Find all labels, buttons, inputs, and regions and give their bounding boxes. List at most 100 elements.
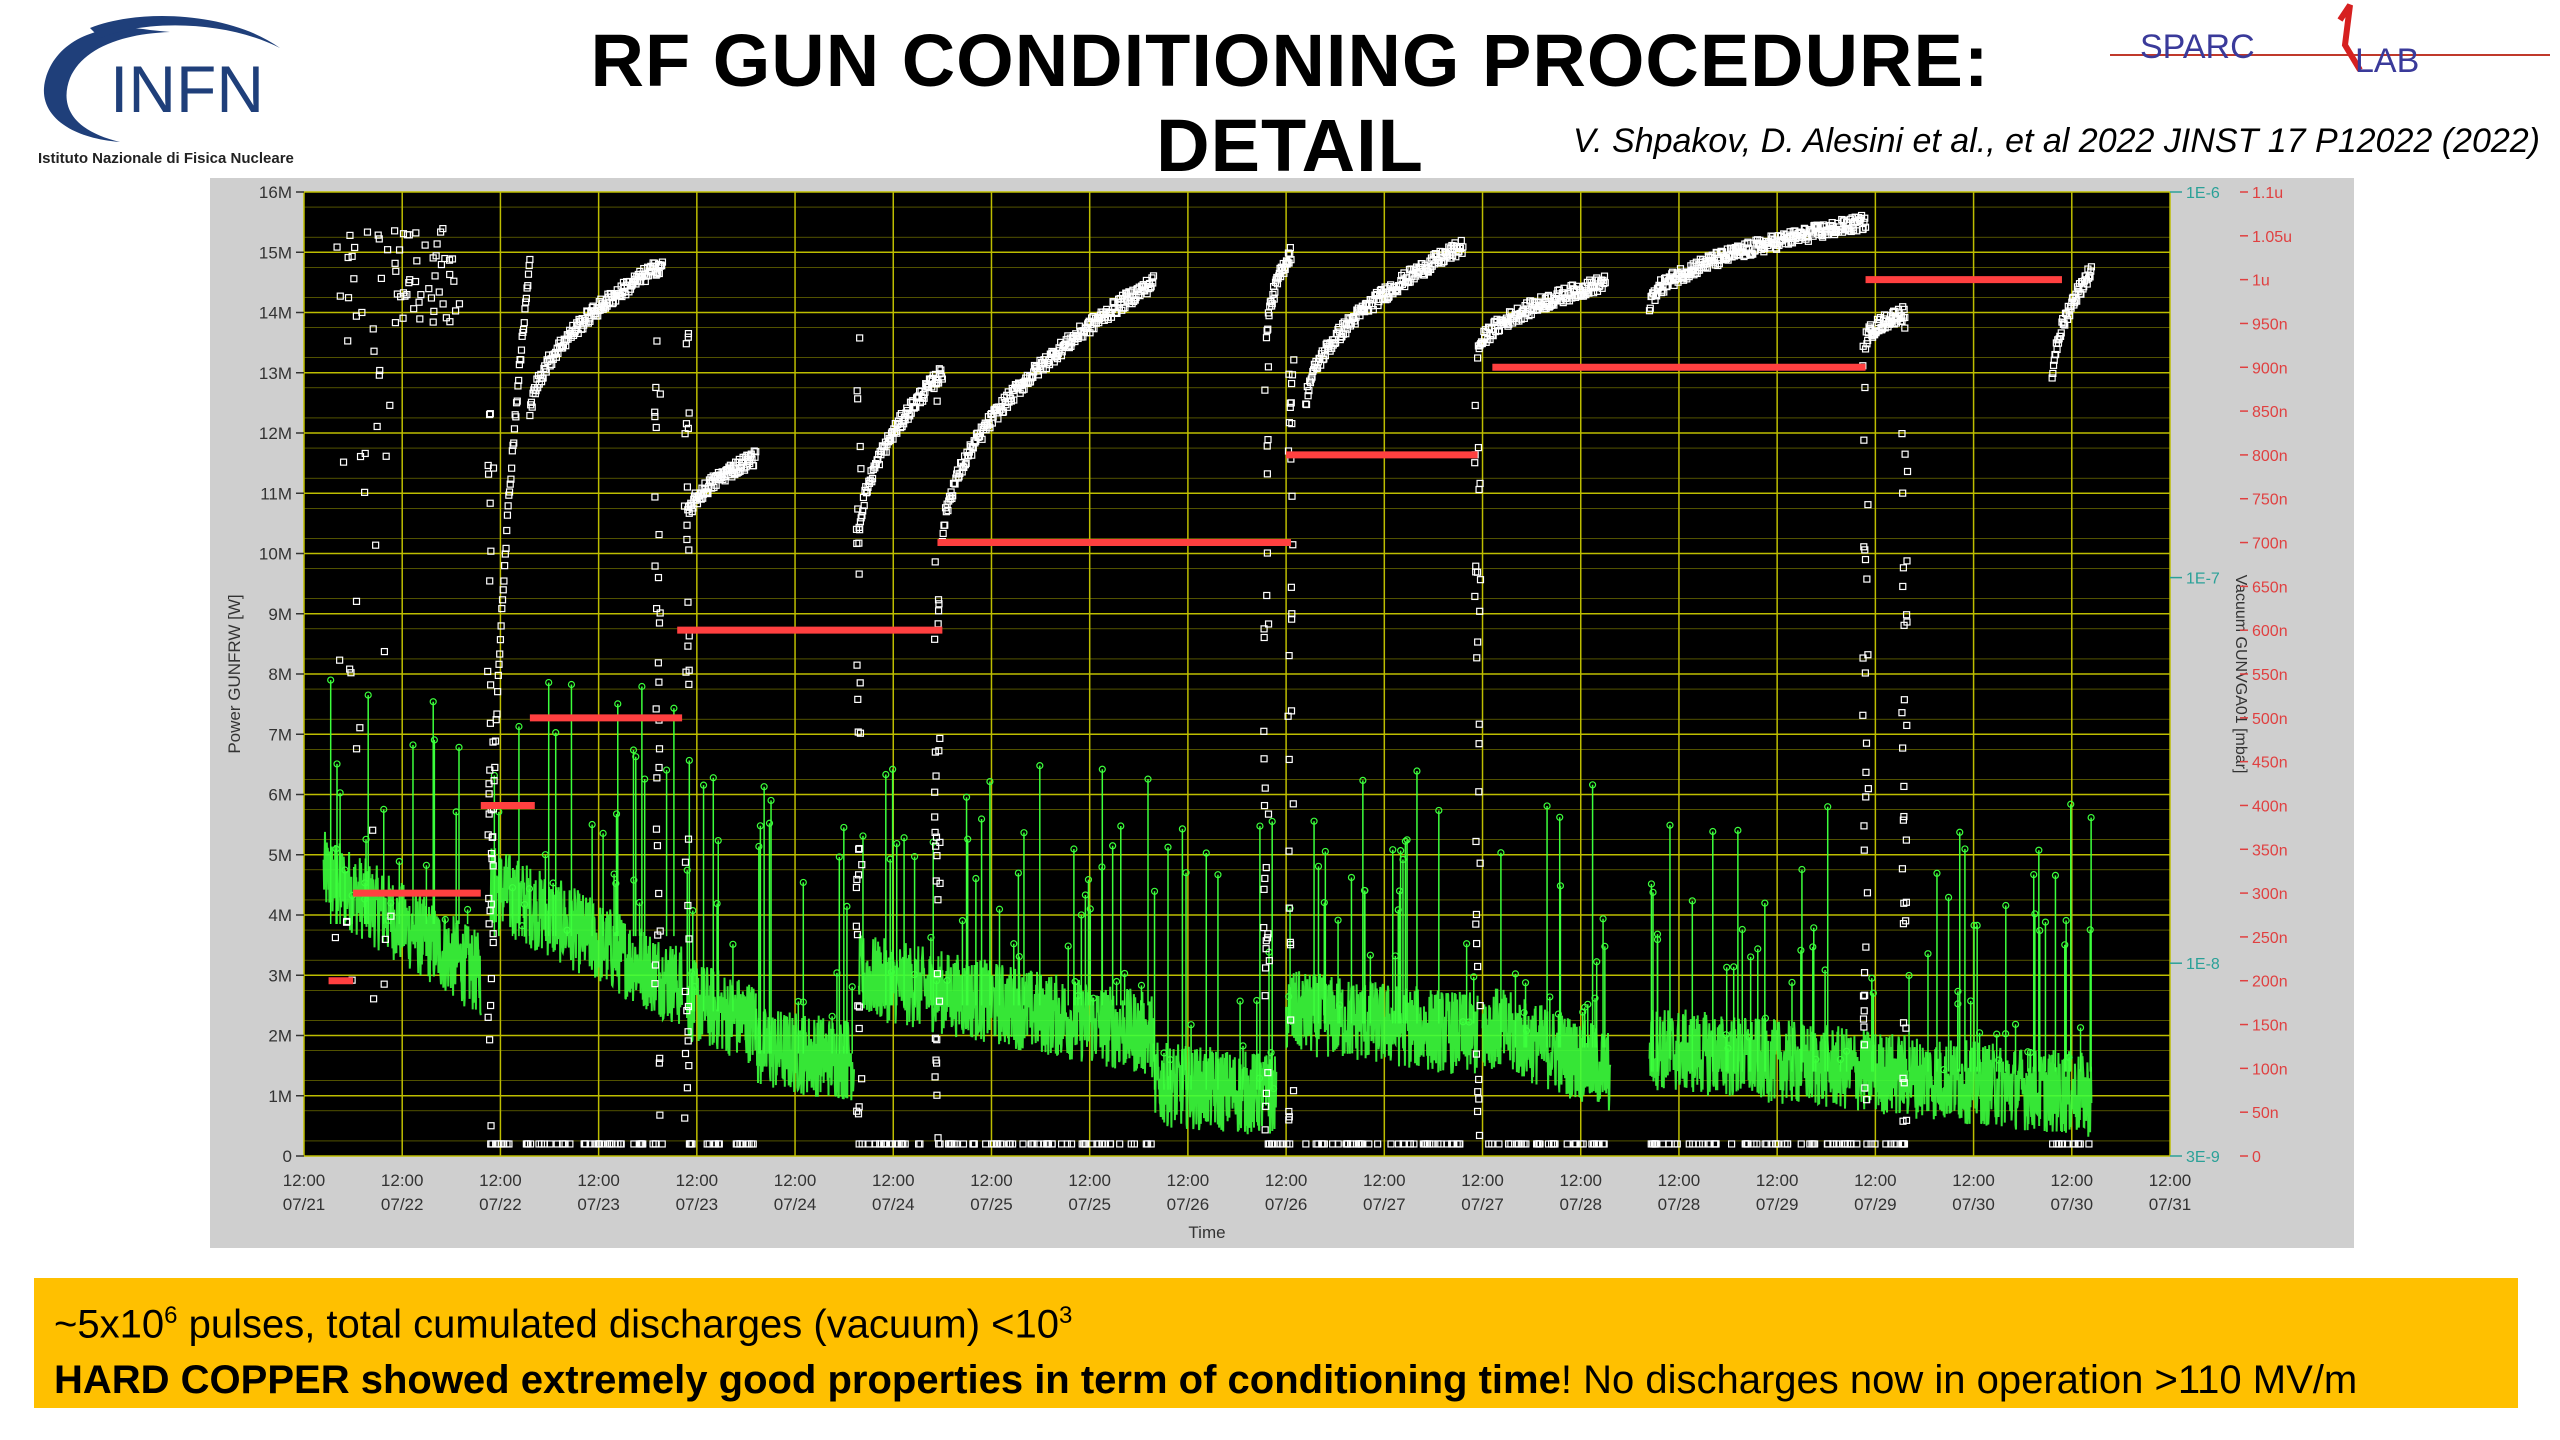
power-point	[749, 462, 758, 470]
x-tick-label-date: 07/25	[970, 1195, 1013, 1214]
power-point	[1122, 290, 1131, 298]
power-point	[496, 650, 504, 658]
power-point	[1864, 651, 1872, 659]
vacuum-spike-point	[1738, 925, 1746, 934]
power-point	[1264, 1069, 1272, 1077]
power-point	[1428, 262, 1436, 270]
power-point	[654, 659, 662, 667]
vacuum-spike-point	[2035, 846, 2043, 854]
power-point	[485, 920, 493, 928]
vacuum-spike-point	[828, 1012, 836, 1020]
power-point	[1268, 300, 1276, 308]
power-point	[686, 1140, 694, 1148]
power-point	[1271, 288, 1279, 296]
power-point	[702, 488, 711, 496]
vacuum-spike-point	[1905, 971, 1913, 980]
power-point	[1860, 969, 1869, 977]
power-point	[515, 361, 523, 369]
power-point	[437, 260, 446, 269]
vacuum-spike-point	[1366, 951, 1374, 959]
vacuum-spike-point	[1166, 1056, 1174, 1064]
power-point	[876, 1140, 884, 1148]
y-left-tick-label: 5M	[268, 846, 292, 865]
power-point	[1264, 930, 1272, 938]
vacuum-spike-point	[327, 676, 335, 684]
power-point	[1863, 1140, 1871, 1148]
y-left-tick-label: 4M	[268, 906, 292, 925]
power-point	[684, 330, 693, 338]
power-point	[1121, 304, 1129, 312]
power-point	[1288, 492, 1296, 500]
power-point	[882, 448, 890, 456]
banner-line1-sup1: 6	[164, 1302, 178, 1329]
power-point	[415, 298, 423, 306]
y-pulse-tick-label: 800n	[2252, 448, 2288, 465]
x-tick-label-date: 07/23	[676, 1195, 719, 1214]
vacuum-spike-point	[464, 905, 472, 914]
vacuum-spike-point	[333, 760, 341, 768]
power-point	[1262, 334, 1271, 342]
power-point	[1287, 583, 1295, 591]
vacuum-spike-point	[1137, 981, 1146, 989]
power-point	[934, 1134, 942, 1142]
power-point	[932, 842, 940, 850]
power-point	[1456, 244, 1465, 252]
power-point	[503, 526, 511, 535]
power-point	[391, 319, 400, 327]
power-point	[347, 669, 355, 677]
y-left-tick-label: 8M	[268, 665, 292, 684]
power-point	[1899, 1074, 1907, 1082]
power-point	[1900, 1079, 1908, 1087]
x-tick-label-date: 07/29	[1756, 1195, 1799, 1214]
power-point	[1148, 274, 1156, 282]
power-point	[1261, 964, 1270, 972]
power-point	[559, 1140, 567, 1148]
vacuum-spike-point	[635, 898, 644, 907]
power-point	[1600, 279, 1608, 288]
power-point	[854, 395, 862, 403]
power-point	[1030, 1140, 1038, 1148]
power-point	[1287, 707, 1296, 715]
vacuum-spike-point	[1797, 946, 1805, 954]
vacuum-spike-point	[683, 866, 691, 874]
power-point	[1063, 1140, 1071, 1148]
power-point	[1903, 721, 1911, 730]
vacuum-spike-point	[1336, 1001, 1344, 1009]
power-point	[517, 356, 525, 364]
power-point	[1474, 638, 1482, 646]
y-left-tick-label: 13M	[259, 364, 292, 383]
power-point	[1563, 1140, 1571, 1148]
power-point	[1086, 329, 1094, 337]
power-point	[651, 1140, 660, 1148]
power-point	[854, 505, 862, 513]
infn-logo: INFN Istituto Nazionale di Fisica Nuclea…	[38, 16, 294, 167]
x-tick-label-date: 07/30	[2051, 1195, 2094, 1214]
vacuum-spike-point	[713, 899, 721, 908]
vacuum-spike-point	[1954, 1000, 1962, 1008]
power-point	[1862, 943, 1870, 951]
power-point	[1287, 1016, 1295, 1024]
power-point	[352, 312, 360, 320]
vacuum-spike-point	[1109, 842, 1117, 850]
power-point	[508, 464, 516, 472]
power-point	[499, 586, 507, 594]
power-point	[929, 371, 937, 379]
power-point	[503, 511, 512, 519]
y-left-tick-label: 10M	[259, 545, 292, 564]
power-point	[684, 901, 692, 910]
power-point	[493, 710, 501, 718]
vacuum-spike-point	[794, 997, 802, 1006]
y-pulse-tick-label: 200n	[2252, 974, 2288, 991]
x-tick-label-date: 07/29	[1854, 1195, 1897, 1214]
vacuum-spike-point	[362, 835, 370, 843]
power-point	[1772, 245, 1781, 253]
power-point	[962, 459, 970, 467]
power-point	[1900, 696, 1908, 704]
power-point	[484, 1013, 492, 1021]
y-pulse-tick-label: 850n	[2252, 404, 2288, 421]
power-point	[1263, 934, 1272, 942]
power-point	[1149, 272, 1158, 280]
power-point	[1312, 1140, 1320, 1148]
power-point	[1289, 800, 1297, 808]
power-point	[1274, 1140, 1282, 1148]
